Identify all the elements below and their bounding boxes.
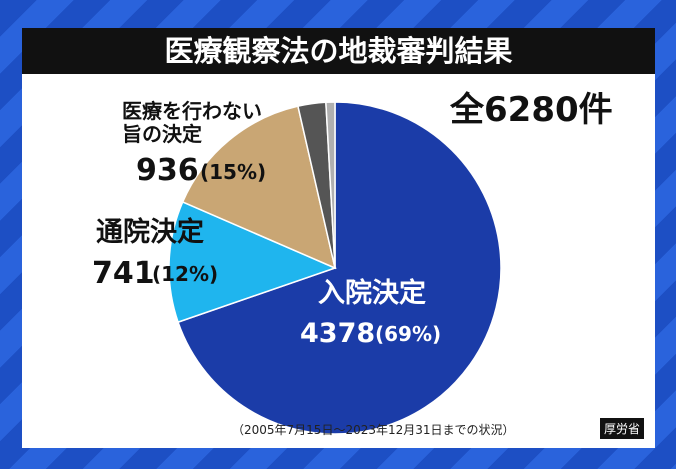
category-label: 通院決定 <box>96 217 204 248</box>
percent-label: (69%) <box>375 322 442 346</box>
pie-slice <box>168 200 338 324</box>
category-label: 医療を行わない 旨の決定 <box>122 99 262 146</box>
category-label: 入院決定 <box>318 278 426 309</box>
value-label: 4378 <box>300 318 376 349</box>
pie-slice <box>181 105 337 270</box>
percent-label: (15%) <box>200 160 267 184</box>
source: 厚労省 <box>600 418 645 439</box>
pie-slice <box>325 101 336 269</box>
percent-label: (12%) <box>152 262 219 286</box>
total-label: 全6280件 <box>450 90 613 130</box>
footnote: （2005年7月15日～2023年12月31日までの状況） <box>232 423 515 437</box>
pie-slice <box>177 101 502 435</box>
chart-title: 医療観察法の地裁審判結果 <box>22 28 655 74</box>
value-label: 741 <box>92 256 155 291</box>
value-label: 936 <box>136 153 199 188</box>
